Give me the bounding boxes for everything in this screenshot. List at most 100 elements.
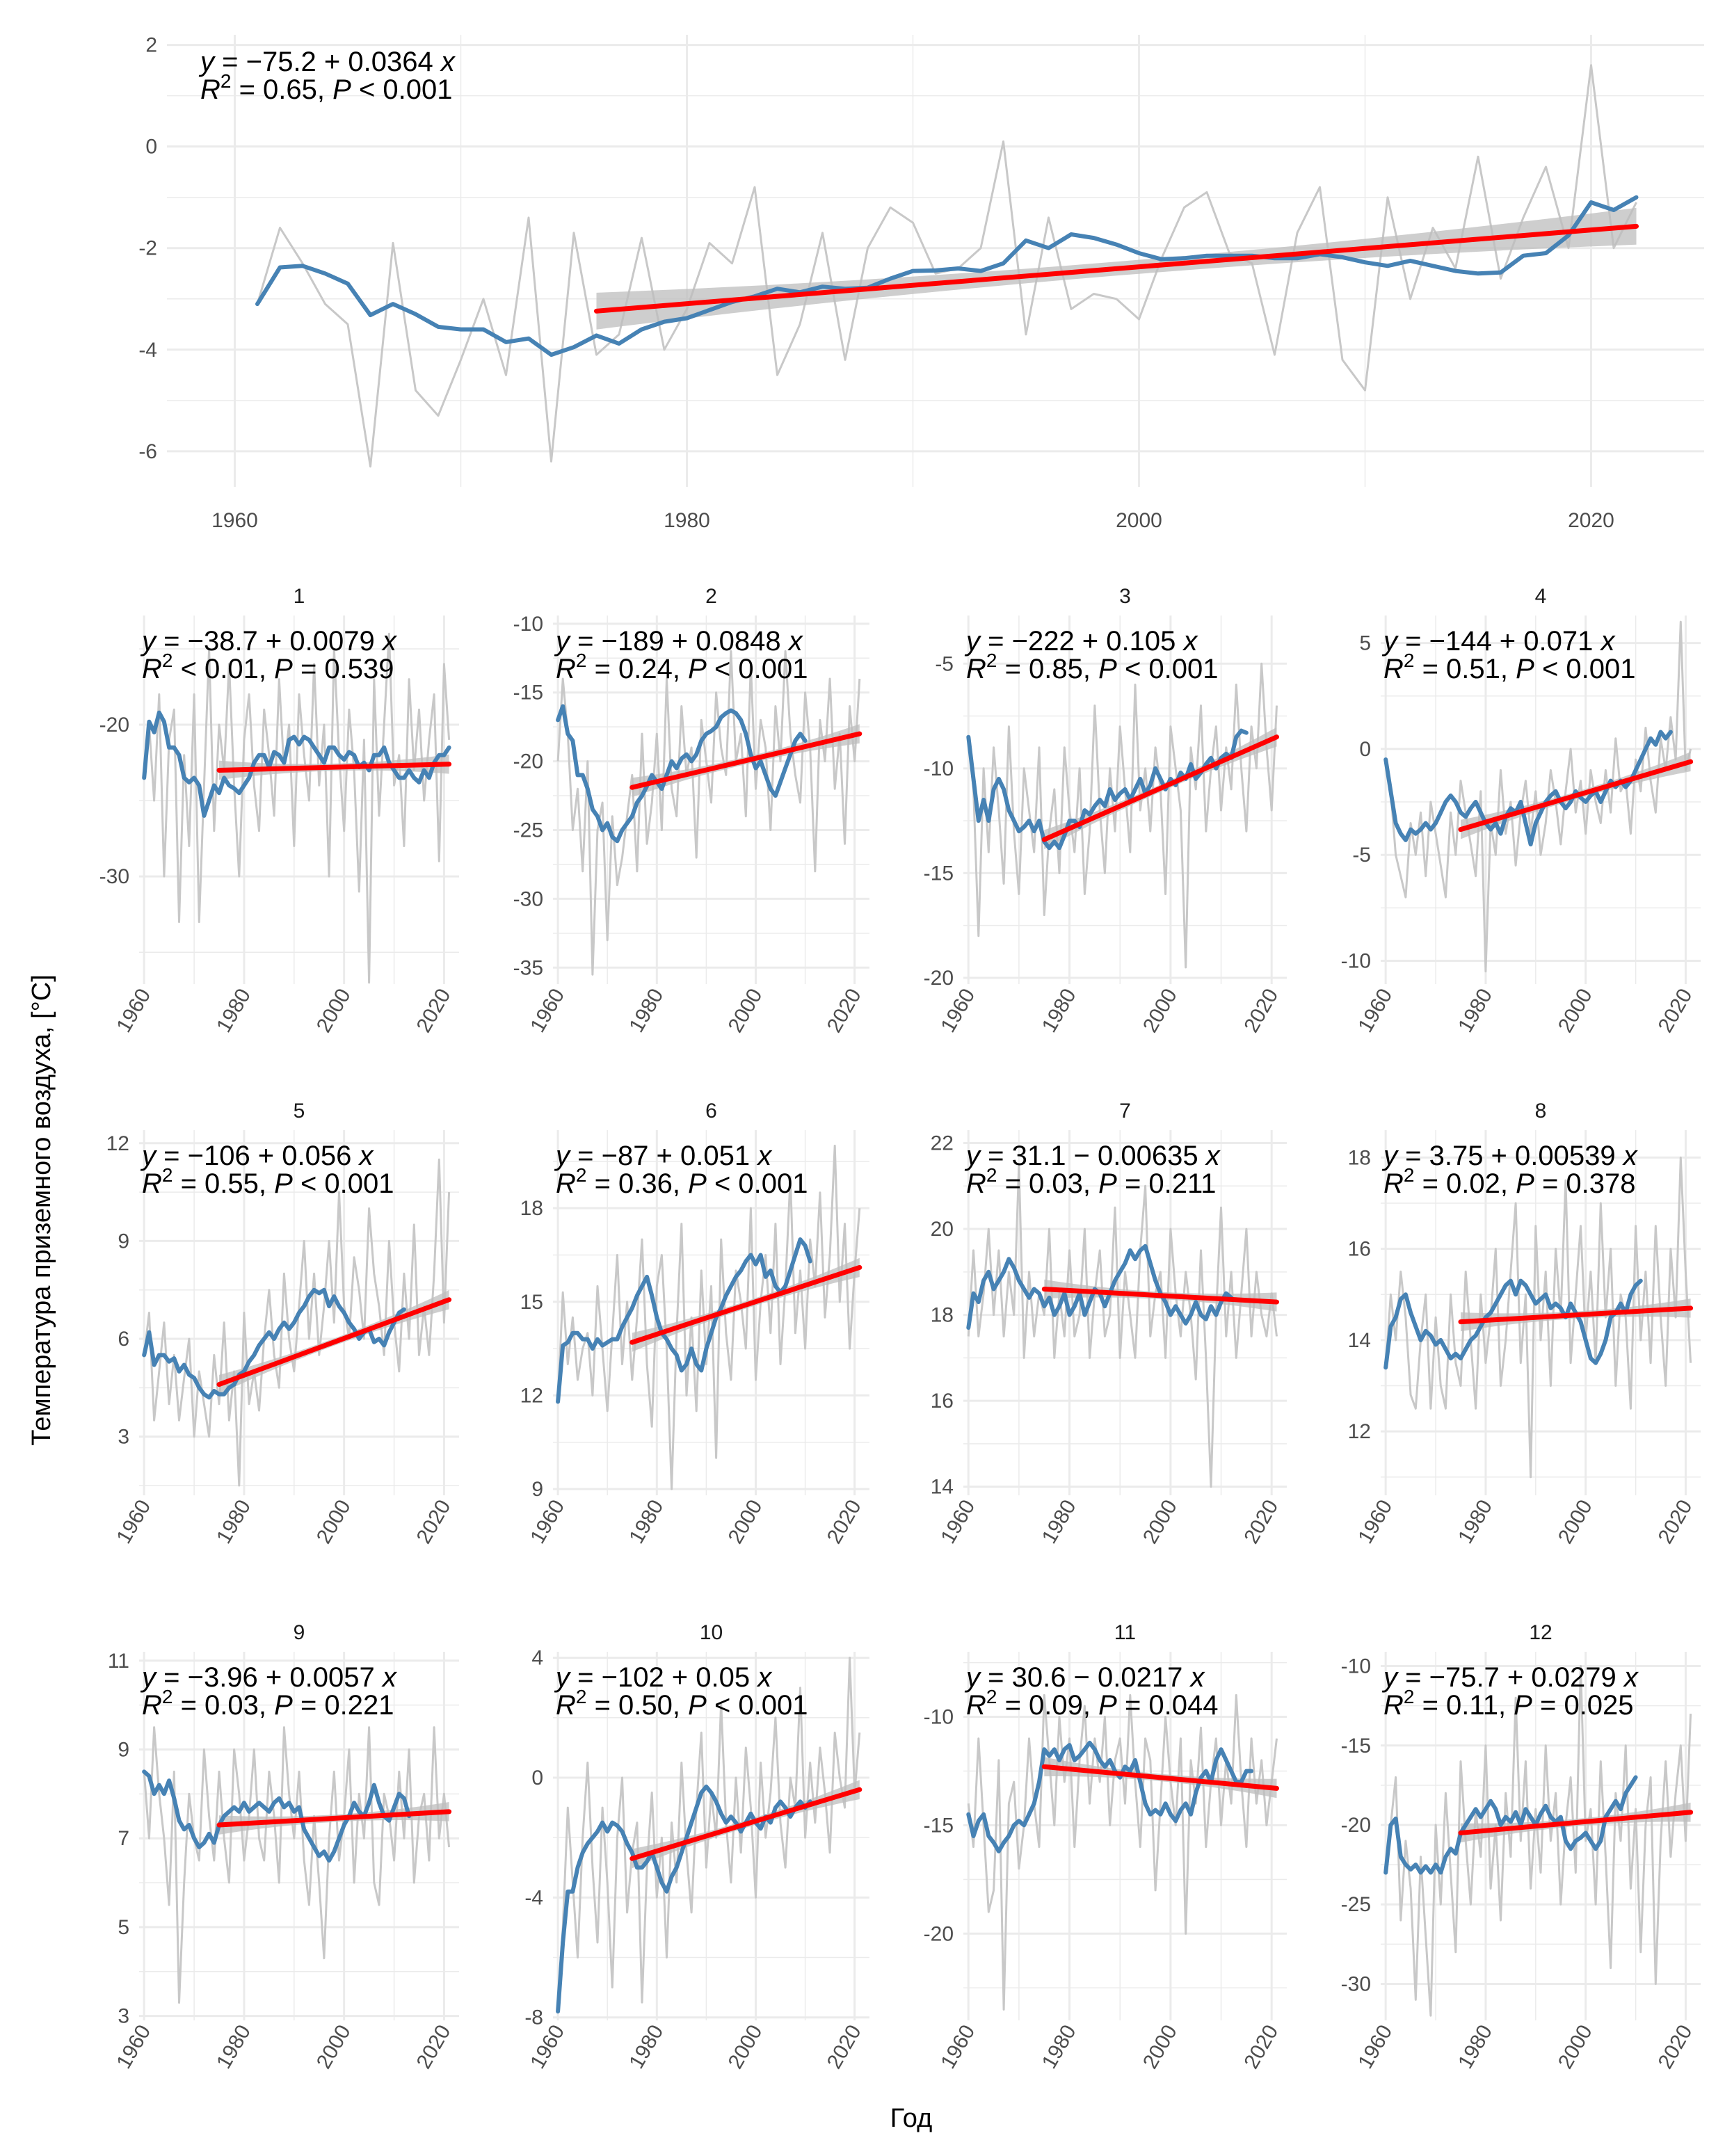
- y-tick-label: -8: [524, 2006, 543, 2029]
- trend-line: [1458, 1810, 1694, 1835]
- y-tick-label: 18: [931, 1304, 954, 1327]
- series-raw-line: [556, 1657, 861, 2004]
- panel-title: 1: [294, 585, 305, 608]
- series-smoothed-line: [556, 704, 808, 844]
- y-tick-label: 9: [531, 1478, 543, 1501]
- series-smoothed-line: [142, 1769, 412, 1863]
- y-tick-label: -15: [1341, 1735, 1371, 1757]
- y-tick-label: 2: [145, 34, 157, 57]
- trend-line: [216, 1809, 452, 1828]
- trend-line: [216, 762, 452, 773]
- y-tick-label: -20: [99, 714, 129, 737]
- y-tick-label: -30: [99, 865, 129, 888]
- y-tick-label: 0: [531, 1767, 543, 1789]
- y-tick-label: -5: [1352, 844, 1371, 867]
- y-tick-label: 16: [1348, 1238, 1371, 1261]
- series-smoothed-line: [966, 1740, 1254, 1853]
- panel-title: 9: [294, 1621, 305, 1644]
- x-axis-title: Год: [890, 2104, 933, 2133]
- equation-line: y = −3.96 + 0.0057 x: [140, 1662, 398, 1693]
- y-tick-label: -20: [924, 1922, 954, 1945]
- y-tick-label: -10: [924, 757, 954, 780]
- equation-line: y = −75.2 + 0.0364 x: [198, 47, 456, 77]
- series-raw-line: [1384, 1156, 1692, 1479]
- y-tick-label: 12: [1348, 1420, 1371, 1443]
- trend-line: [594, 223, 1639, 314]
- x-tick-label: 2020: [1568, 509, 1614, 532]
- equation-line: y = −102 + 0.05 x: [554, 1662, 773, 1693]
- panel-title: 3: [1119, 585, 1131, 608]
- equation-line: y = −222 + 0.105 x: [964, 626, 1198, 657]
- series-raw-line: [143, 1158, 451, 1487]
- y-tick-label: -15: [924, 1814, 954, 1837]
- panel-title: 5: [294, 1100, 305, 1123]
- y-tick-label: 12: [520, 1384, 543, 1407]
- r-squared-line: R2 = 0.24, P < 0.001: [556, 650, 808, 684]
- equation-line: y = −75.7 + 0.0279 x: [1381, 1662, 1639, 1693]
- x-tick-label: 2000: [1116, 509, 1162, 532]
- panel-annual: 2 0 -2 -4 -6 1960 1980 2000 2020 y = −75.2 + 0.03…: [138, 34, 1704, 532]
- trend-line: [629, 1264, 862, 1345]
- series-smoothed-line: [1383, 1278, 1643, 1370]
- trend-line: [1041, 734, 1279, 842]
- y-tick-label: -5: [935, 652, 954, 675]
- equation-line: y = −144 + 0.071 x: [1381, 626, 1616, 657]
- series-smoothed-line: [255, 195, 1639, 357]
- equation-line: y = −189 + 0.0848 x: [554, 626, 804, 657]
- y-tick-label: -35: [513, 956, 543, 979]
- x-tick-label: 1980: [664, 509, 710, 532]
- y-tick-label: -10: [924, 1706, 954, 1729]
- series-smoothed-line: [142, 710, 451, 818]
- y-tick-label: -4: [138, 339, 157, 362]
- r-squared-line: R2 = 0.11, P = 0.025: [1383, 1686, 1634, 1721]
- series-smoothed-line: [142, 1287, 406, 1400]
- y-tick-label: 14: [1348, 1329, 1371, 1352]
- r-squared-line: R2 = 0.09, P = 0.044: [966, 1686, 1219, 1721]
- y-tick-label: 9: [118, 1738, 129, 1761]
- y-tick-label: -30: [513, 887, 543, 910]
- r-squared-line: R2 = 0.85, P < 0.001: [966, 650, 1219, 684]
- y-tick-label: 18: [520, 1197, 543, 1220]
- r-squared-line: R2 = 0.36, P < 0.001: [556, 1164, 808, 1199]
- series-raw-line: [967, 1163, 1278, 1488]
- trend-line: [629, 731, 862, 790]
- panel-title: 12: [1529, 1621, 1552, 1644]
- y-tick-label: 14: [931, 1476, 954, 1499]
- panel-title: 8: [1535, 1100, 1547, 1123]
- x-tick-label: 1960: [211, 509, 258, 532]
- panel-title: 10: [700, 1621, 723, 1644]
- equation-line: y = −38.7 + 0.0079 x: [140, 626, 398, 657]
- y-tick-label: 4: [531, 1647, 543, 1670]
- r-squared-line: R2 = 0.65, P < 0.001: [200, 70, 453, 105]
- equation-line: y = 30.6 − 0.0217 x: [964, 1662, 1205, 1693]
- series-raw-line: [1384, 1665, 1692, 2017]
- y-tick-label: -10: [1341, 949, 1371, 972]
- y-tick-label: 0: [1359, 738, 1371, 761]
- y-tick-label: 16: [931, 1390, 954, 1413]
- y-tick-label: 22: [931, 1132, 954, 1155]
- y-tick-label: -4: [524, 1886, 543, 1909]
- y-tick-label: -15: [924, 862, 954, 885]
- series-smoothed-line: [966, 728, 1249, 851]
- equation-line: y = 31.1 − 0.00635 x: [964, 1141, 1221, 1171]
- trend-line: [629, 1787, 862, 1861]
- panel-title: 2: [705, 585, 717, 608]
- equation-line: y = 3.75 + 0.00539 x: [1381, 1141, 1639, 1171]
- trend-line: [216, 1297, 452, 1387]
- y-tick-label: 9: [118, 1230, 129, 1253]
- panel-title: 11: [1114, 1621, 1136, 1644]
- y-tick-label: -20: [924, 967, 954, 990]
- series-raw-line: [1384, 620, 1692, 973]
- y-tick-label: -25: [1341, 1893, 1371, 1916]
- r-squared-line: R2 = 0.02, P = 0.378: [1383, 1164, 1636, 1199]
- y-tick-label: 5: [118, 1916, 129, 1939]
- r-squared-line: R2 = 0.03, P = 0.221: [142, 1686, 394, 1721]
- r-squared-line: R2 = 0.51, P < 0.001: [1383, 650, 1636, 684]
- r-squared-line: R2 = 0.55, P < 0.001: [142, 1164, 394, 1199]
